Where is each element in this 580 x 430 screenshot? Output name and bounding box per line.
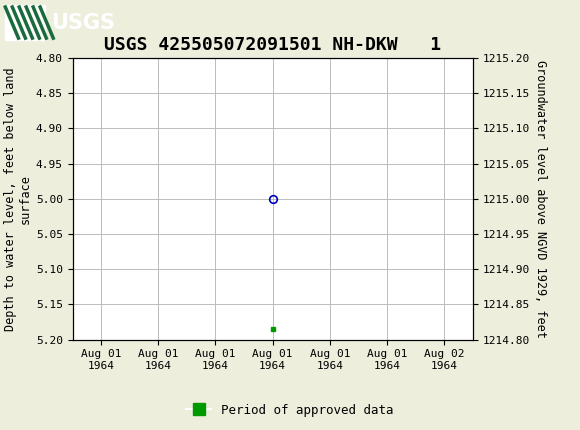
- Legend: Period of approved data: Period of approved data: [181, 399, 399, 421]
- Title: USGS 425505072091501 NH-DKW   1: USGS 425505072091501 NH-DKW 1: [104, 36, 441, 54]
- FancyBboxPatch shape: [5, 6, 45, 40]
- Y-axis label: Depth to water level, feet below land
surface: Depth to water level, feet below land su…: [3, 67, 32, 331]
- Y-axis label: Groundwater level above NGVD 1929, feet: Groundwater level above NGVD 1929, feet: [534, 60, 547, 338]
- Text: USGS: USGS: [51, 12, 115, 33]
